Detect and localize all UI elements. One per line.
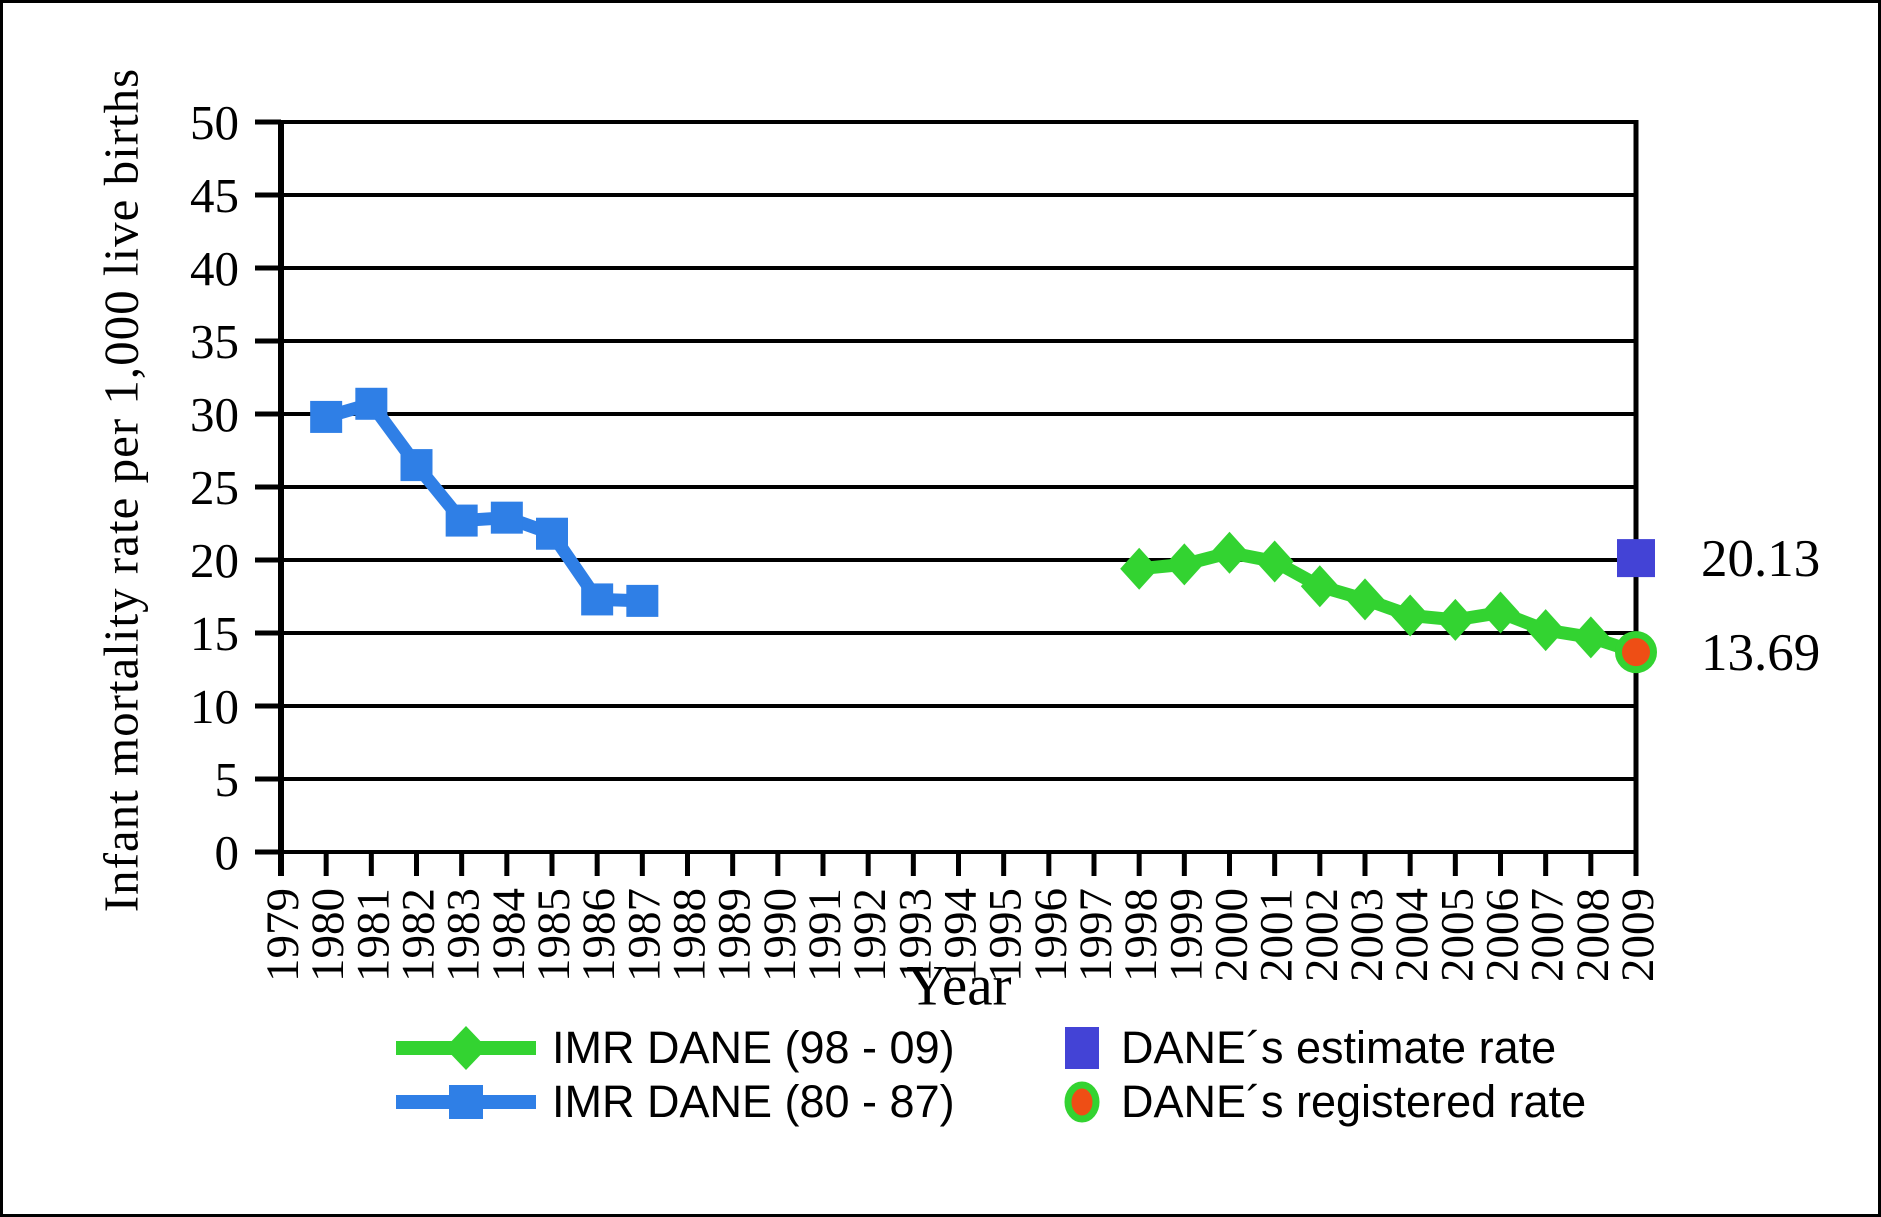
x-tick-label: 2008 — [1567, 888, 1619, 982]
x-tick-label: 2000 — [1206, 888, 1258, 982]
x-tick-label: 1996 — [1025, 888, 1077, 982]
x-tick-label: 1981 — [347, 888, 399, 982]
registered-circle-swatch — [1064, 1081, 1100, 1123]
marker-square-1983 — [445, 504, 478, 537]
x-tick-label: 1993 — [889, 888, 941, 982]
x-tick-label: 1991 — [799, 888, 851, 982]
x-tick-label: 2009 — [1612, 888, 1664, 982]
marker-square-1981 — [355, 387, 388, 420]
x-tick-label: 2006 — [1477, 888, 1529, 982]
x-tick-label: 1994 — [935, 888, 987, 982]
y-tick-label: 15 — [190, 606, 239, 661]
x-axis-title: Year — [906, 954, 1012, 1018]
y-tick-label: 10 — [190, 679, 239, 734]
x-tick-label: 1985 — [528, 888, 580, 982]
y-tick-label: 25 — [190, 460, 239, 515]
x-tick-label: 1986 — [573, 888, 625, 982]
y-tick-label: 40 — [190, 241, 239, 296]
x-tick-label: 1998 — [1115, 888, 1167, 982]
estimate-rate-marker — [1617, 539, 1655, 578]
y-tick-label: 20 — [190, 533, 239, 588]
blue-line-square-swatch — [396, 1085, 536, 1119]
y-tick-label: 5 — [215, 752, 240, 807]
marker-diamond-2004 — [1391, 594, 1430, 637]
y-tick-label: 50 — [190, 95, 239, 150]
x-tick-label: 2007 — [1522, 888, 1574, 982]
x-tick-label: 1997 — [1070, 888, 1122, 982]
x-tick-label: 1995 — [980, 888, 1032, 982]
y-tick-label: 45 — [190, 168, 239, 223]
x-tick-label: 1989 — [709, 888, 761, 982]
x-tick-label: 2003 — [1341, 888, 1393, 982]
y-tick-label: 35 — [190, 314, 239, 369]
marker-square-1986 — [581, 583, 614, 616]
marker-diamond-2008 — [1571, 616, 1610, 659]
marker-diamond-2001 — [1255, 540, 1294, 583]
marker-square-1985 — [536, 517, 568, 550]
x-tick-label: 1992 — [844, 888, 896, 982]
imr-line-chart: 0 5 10 15 20 25 30 35 40 45 50 19791980198119821983… — [190, 95, 1664, 982]
series-line-0 — [1138, 546, 1639, 659]
x-tick-label: 1984 — [483, 888, 535, 982]
x-tick-label: 1979 — [257, 888, 309, 982]
legend-label-estimate-rate: DANE´s estimate rate — [1121, 1022, 1557, 1073]
registered-rate-marker — [1615, 631, 1657, 674]
marker-diamond-2007 — [1526, 609, 1565, 652]
legend-label-registered-rate: DANE´s registered rate — [1121, 1076, 1587, 1127]
marker-diamond-2003 — [1346, 578, 1384, 621]
series-line-1 — [324, 396, 643, 608]
x-tick-label: 2004 — [1386, 888, 1438, 982]
legend-item-estimate-rate: DANE´s estimate rate — [1061, 1022, 1556, 1074]
marker-square-1987 — [626, 584, 659, 617]
marker-square-1982 — [400, 449, 433, 482]
x-tick-label: 2005 — [1431, 888, 1483, 982]
x-tick-label: 1980 — [302, 888, 354, 982]
legend-item-registered-rate: DANE´s registered rate — [1061, 1076, 1586, 1128]
estimate-rate-value: 20.13 — [1701, 530, 1821, 588]
x-tick-label: 1999 — [1160, 888, 1212, 982]
marker-square-1984 — [490, 501, 523, 534]
x-tick-label: 1988 — [664, 888, 716, 982]
green-line-diamond-swatch — [396, 1026, 536, 1070]
y-axis-title: Infant mortality rate per 1,000 live bir… — [93, 67, 149, 913]
marker-diamond-1998 — [1120, 547, 1159, 590]
estimate-square-swatch — [1065, 1027, 1099, 1069]
legend-item-imr-dane-98-09: IMR DANE (98 - 09) — [396, 1022, 955, 1074]
x-tick-label: 1983 — [438, 888, 490, 982]
x-tick-label: 1987 — [618, 888, 670, 982]
x-tick-label: 1990 — [754, 888, 806, 982]
marker-diamond-1999 — [1165, 543, 1204, 586]
legend-item-imr-dane-80-87: IMR DANE (80 - 87) — [396, 1076, 955, 1128]
y-tick-label: 0 — [215, 825, 240, 880]
marker-diamond-2002 — [1300, 565, 1339, 608]
legend-label-imr-dane-80-87: IMR DANE (80 - 87) — [552, 1076, 955, 1127]
marker-square-1980 — [310, 400, 343, 433]
marker-diamond-2006 — [1481, 591, 1520, 634]
x-tick-label: 1982 — [393, 888, 445, 982]
x-tick-label: 2002 — [1296, 888, 1348, 982]
marker-diamond-2005 — [1436, 598, 1475, 641]
y-tick-label: 30 — [190, 387, 239, 442]
legend-label-imr-dane-98-09: IMR DANE (98 - 09) — [552, 1022, 955, 1073]
marker-diamond-2000 — [1210, 531, 1249, 574]
registered-rate-value: 13.69 — [1701, 624, 1821, 682]
x-tick-label: 2001 — [1251, 888, 1303, 982]
